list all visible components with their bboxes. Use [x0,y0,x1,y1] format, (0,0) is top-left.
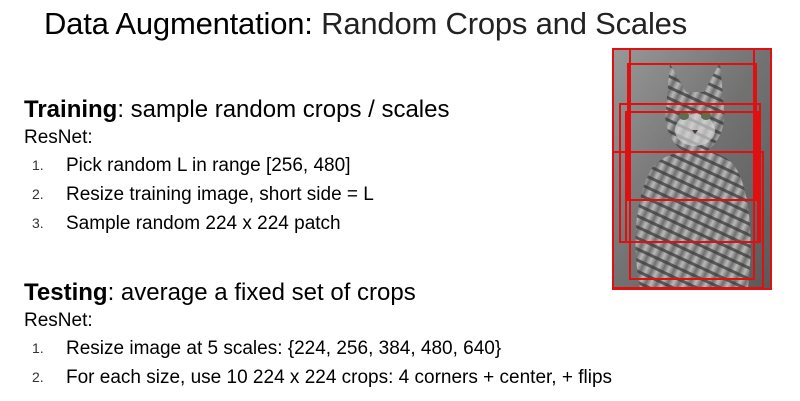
list-item-text: Pick random L in range [256, 480] [66,155,351,176]
title-sub: Random Crops and Scales [312,6,688,41]
cat-body [635,150,751,288]
cat-eye [679,112,689,120]
crop-boxes [612,48,772,290]
list-item-number: 2. [32,369,44,385]
training-heading-bold: Training [24,96,118,123]
list-item: 1. Resize image at 5 scales: {224, 256, 3… [24,334,612,363]
crop-box [625,111,759,243]
title-separator: : [304,6,313,41]
testing-section: Testing: average a fixed set of crops Re… [24,279,612,392]
list-item: 2. Resize training image, short side = L [24,180,449,209]
crop-box [629,48,755,280]
list-item-number: 3. [32,215,44,231]
testing-heading-rest: : average a fixed set of crops [107,279,416,306]
training-heading: Training: sample random crops / scales [24,96,449,124]
list-item-number: 1. [32,157,44,173]
list-item-number: 1. [32,340,44,356]
list-item: 1. Pick random L in range [256, 480] [24,151,449,180]
cat-photo-figure [612,48,772,290]
crop-box [612,151,764,289]
testing-steps-list: 1. Resize image at 5 scales: {224, 256, 3… [24,334,612,392]
testing-heading-bold: Testing [24,279,108,306]
crop-box [627,63,757,201]
title-main: Data Augmentation [44,6,305,41]
testing-model-label: ResNet: [24,310,93,331]
list-item: 2. For each size, use 10 224 x 224 crops:… [24,363,612,392]
training-section: Training: sample random crops / scales R… [24,96,449,238]
cat-eye [701,112,711,120]
list-item: 3. Sample random 224 x 224 patch [24,209,449,238]
list-item-text: Resize training image, short side = L [66,184,374,205]
slide-title: Data Augmentation: Random Crops and Scal… [44,6,687,42]
cat-photo [612,48,772,290]
testing-heading: Testing: average a fixed set of crops [24,279,612,307]
list-item-text: Sample random 224 x 224 patch [66,213,341,234]
list-item-text: Resize image at 5 scales: {224, 256, 384… [66,338,502,359]
training-steps-list: 1. Pick random L in range [256, 480] 2. Re… [24,151,449,238]
list-item-text: For each size, use 10 224 x 224 crops: 4… [66,367,613,388]
list-item-number: 2. [32,186,44,202]
training-model-label: ResNet: [24,127,93,148]
training-heading-rest: : sample random crops / scales [117,96,450,123]
